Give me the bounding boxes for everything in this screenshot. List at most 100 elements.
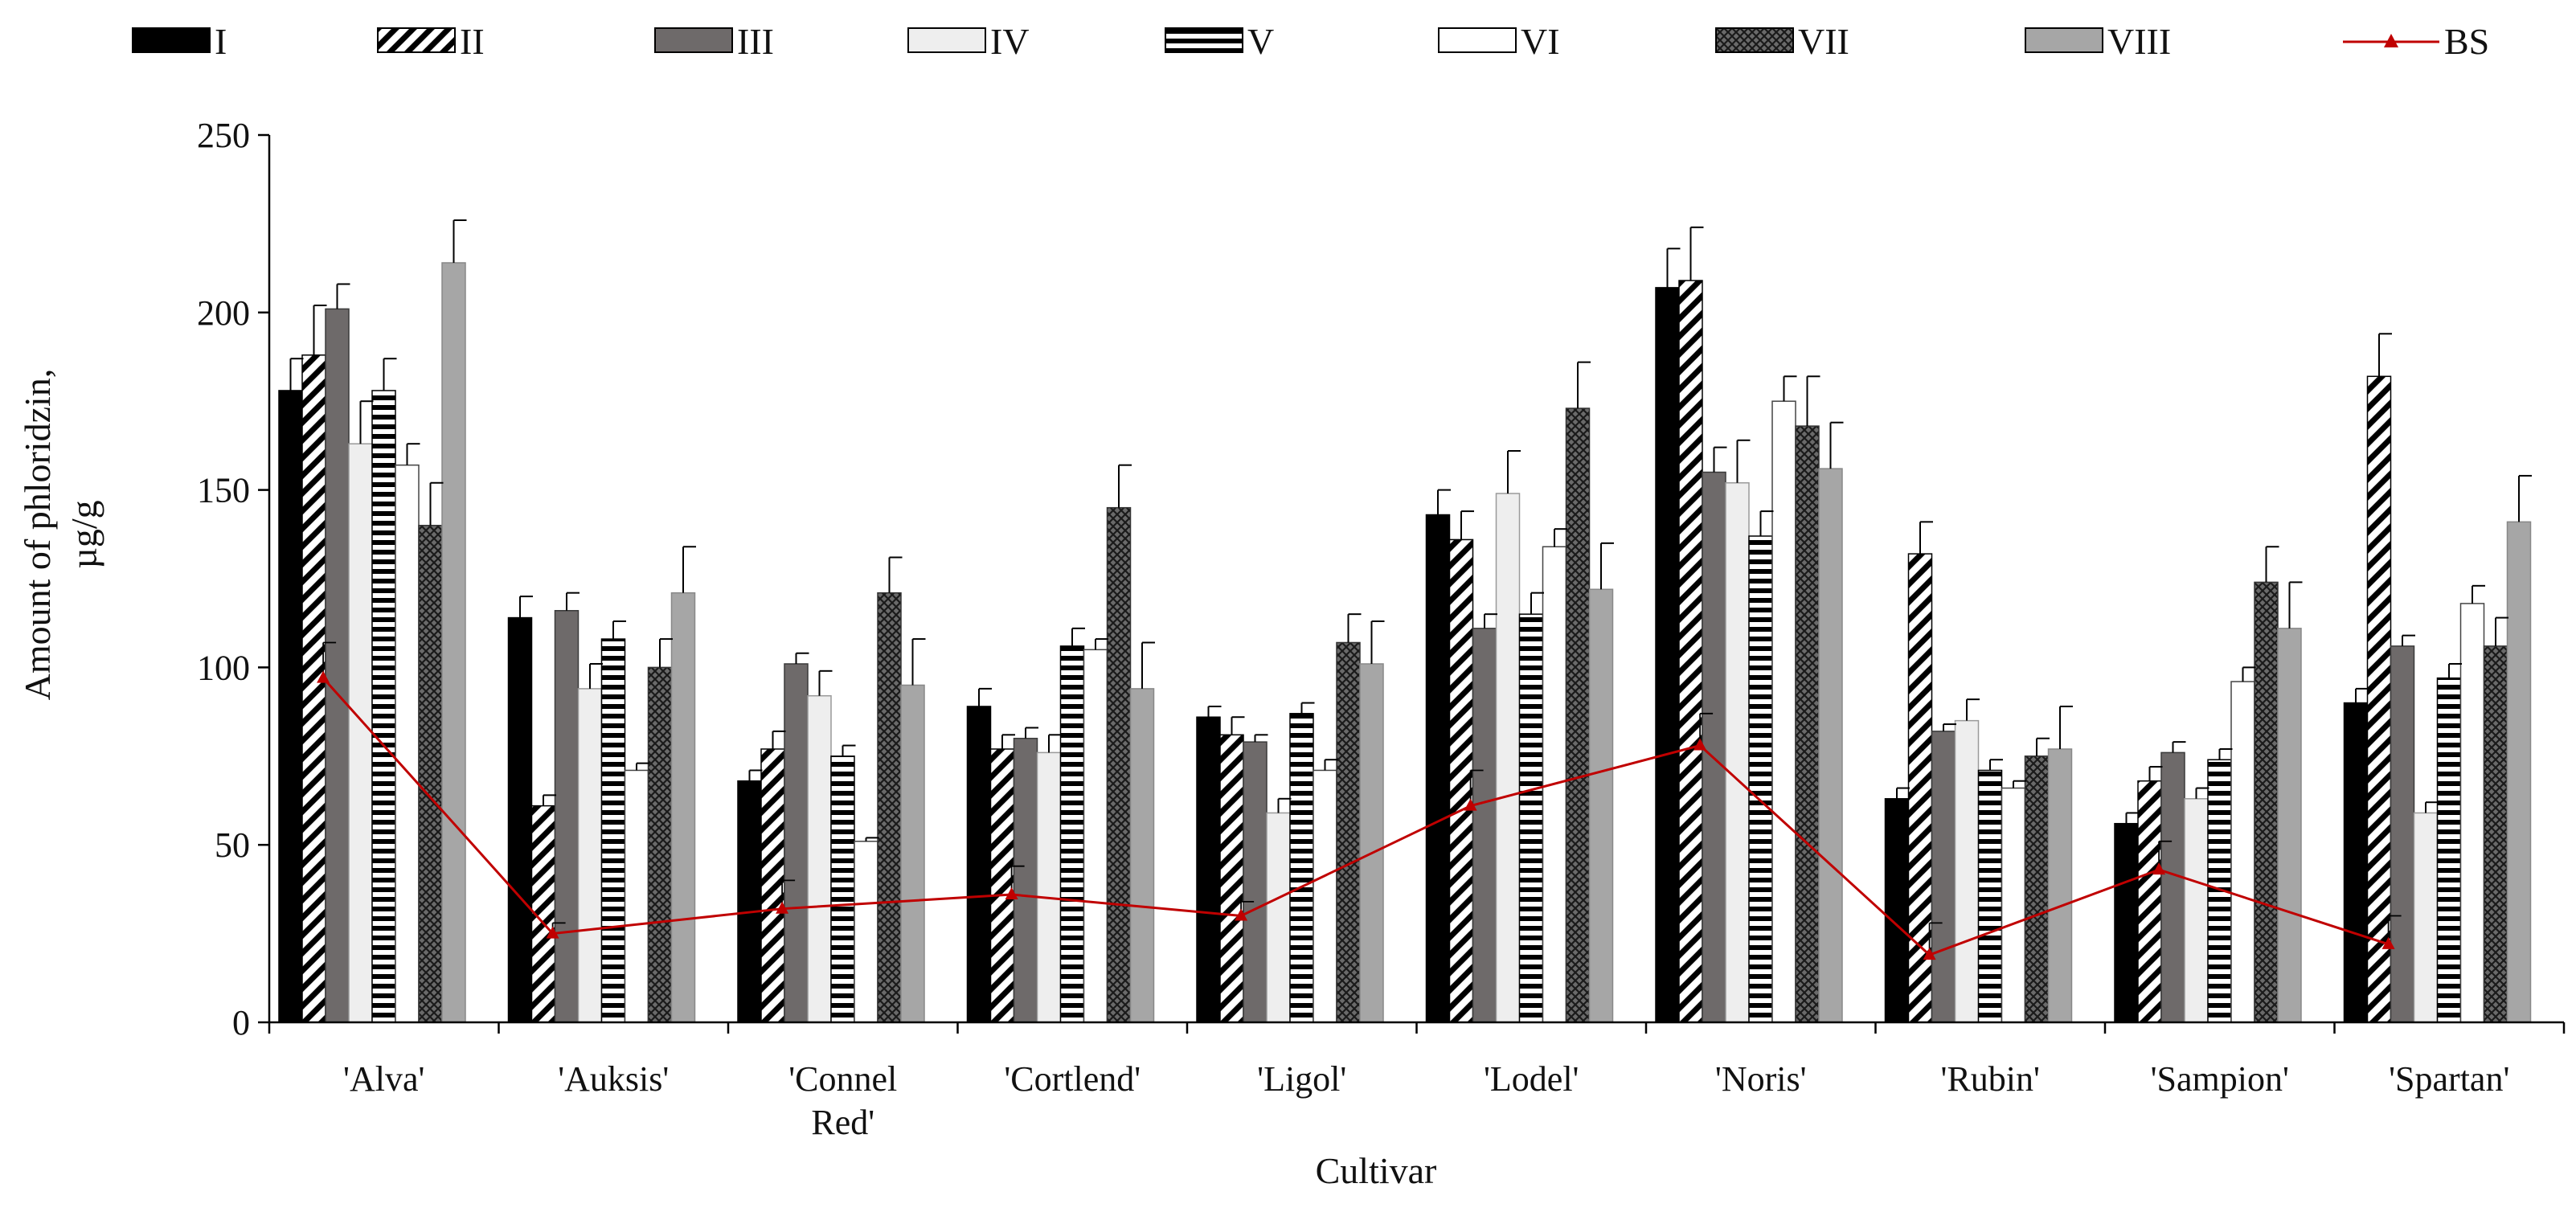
bar-vii <box>1106 506 1132 1023</box>
bar-i <box>1425 514 1451 1023</box>
bar-vii <box>1336 641 1361 1023</box>
bar-iii <box>325 308 350 1023</box>
x-tick-label: 'Lodel' <box>1484 1059 1579 1099</box>
bar-iii <box>1243 741 1268 1023</box>
bar-iii <box>1702 471 1726 1023</box>
bs-line-series <box>317 641 2402 960</box>
bar-iv <box>2413 812 2439 1023</box>
x-tick-label: 'Noris' <box>1715 1059 1807 1099</box>
legend-swatch-v <box>1165 27 1243 53</box>
bs-line <box>321 677 2390 956</box>
bs-point <box>2152 862 2166 875</box>
legend-swatch-i <box>132 27 211 53</box>
y-tick-label: 50 <box>215 825 250 865</box>
bar-ii <box>989 748 1015 1023</box>
legend-label-viii: VIII <box>2107 21 2171 62</box>
y-tick-label: 150 <box>197 471 250 510</box>
bar-vii <box>1565 407 1591 1023</box>
x-tick-label: 'Spartan' <box>2389 1059 2509 1099</box>
bar-i <box>966 706 992 1023</box>
bars <box>278 262 2532 1023</box>
legend-swatch-ii <box>377 27 456 53</box>
bar-vii <box>2483 645 2508 1023</box>
bar-i <box>737 780 762 1023</box>
bar-ii <box>1219 734 1244 1023</box>
bar-v <box>1518 613 1544 1023</box>
bar-v <box>830 755 855 1023</box>
bar-vi <box>1771 400 1796 1023</box>
bar-v <box>1289 713 1314 1023</box>
bar-ii <box>1678 280 1703 1023</box>
legend-label-i: I <box>215 21 227 62</box>
bar-vi <box>1313 769 1337 1023</box>
bar-iv <box>2184 798 2209 1023</box>
bar-iv <box>1495 493 1521 1023</box>
bar-iv <box>1266 812 1291 1023</box>
bar-vii <box>647 666 673 1023</box>
bar-iii <box>1472 628 1497 1023</box>
x-axis: 'Alva' 'Auksis' 'Connel Red' 'Cortlend' 'Ligo… <box>268 1021 2566 1142</box>
bar-vi <box>2230 681 2255 1023</box>
y-axis-title-line-1: Amount of phloridzin, <box>17 369 58 701</box>
bar-viii <box>2506 521 2532 1023</box>
bar-iv <box>807 694 832 1023</box>
bs-point <box>2381 936 2395 949</box>
bs-point <box>1235 908 1248 921</box>
y-axis: 0 50 100 150 200 250 <box>197 116 271 1042</box>
x-tick-label: 'Sampion' <box>2151 1059 2289 1099</box>
legend-swatch-iii <box>654 27 733 53</box>
bar-viii <box>2277 628 2302 1023</box>
bar-v <box>600 638 626 1023</box>
bar-i <box>278 390 303 1023</box>
y-axis-title-line-2: µg/g <box>63 500 104 568</box>
bar-vi <box>2459 603 2485 1023</box>
bar-iii <box>1013 737 1038 1023</box>
bar-ii <box>301 354 326 1023</box>
bar-vi <box>1083 649 1108 1023</box>
bar-i <box>507 616 533 1023</box>
bs-point <box>776 901 789 914</box>
bs-point <box>317 670 330 683</box>
x-tick-label: 'Alva' <box>343 1059 424 1099</box>
bar-vi <box>2001 787 2026 1023</box>
bar-vii <box>877 592 902 1023</box>
bar-vi <box>395 464 420 1023</box>
x-tick-label: 'Auksis' <box>558 1059 669 1099</box>
bar-iii <box>554 609 579 1023</box>
bs-point <box>546 926 559 939</box>
bar-iv <box>1036 751 1062 1023</box>
bar-vii <box>2024 755 2050 1023</box>
bar-v <box>1977 769 2003 1023</box>
x-tick-label: 'Connel <box>788 1059 897 1099</box>
legend-label-iii: III <box>737 21 774 62</box>
bar-vi <box>624 769 649 1023</box>
bar-v <box>1059 645 1085 1023</box>
bar-vi <box>854 841 878 1023</box>
bar-viii <box>2047 748 2073 1023</box>
bar-i <box>2343 702 2369 1023</box>
bar-viii <box>1129 688 1155 1023</box>
x-tick-label: 'Ligol' <box>1257 1059 1346 1099</box>
bar-viii <box>670 592 696 1023</box>
bar-i <box>1655 287 1680 1023</box>
y-tick-label: 0 <box>232 1003 250 1042</box>
bar-ii <box>1448 538 1474 1023</box>
bar-iv <box>1725 482 1750 1023</box>
bar-iii <box>2390 645 2415 1023</box>
bar-ii <box>2137 780 2162 1023</box>
bs-point <box>1693 738 1707 751</box>
y-tick-label: 200 <box>197 293 250 333</box>
y-axis-title: Amount of phloridzin, µg/g <box>17 369 104 701</box>
bar-i <box>1196 716 1221 1023</box>
legend-swatch-vii <box>1715 27 1794 53</box>
bar-iv <box>577 688 603 1023</box>
x-tick-label: Red' <box>811 1103 874 1142</box>
y-tick-label: 100 <box>197 648 250 687</box>
bar-v <box>1748 535 1773 1023</box>
x-tick-label: 'Rubin' <box>1941 1059 2040 1099</box>
bar-i <box>2114 822 2139 1023</box>
legend-label-bs: BS <box>2444 21 2489 62</box>
error-bars <box>289 219 2532 841</box>
bar-iv <box>1954 719 1980 1023</box>
